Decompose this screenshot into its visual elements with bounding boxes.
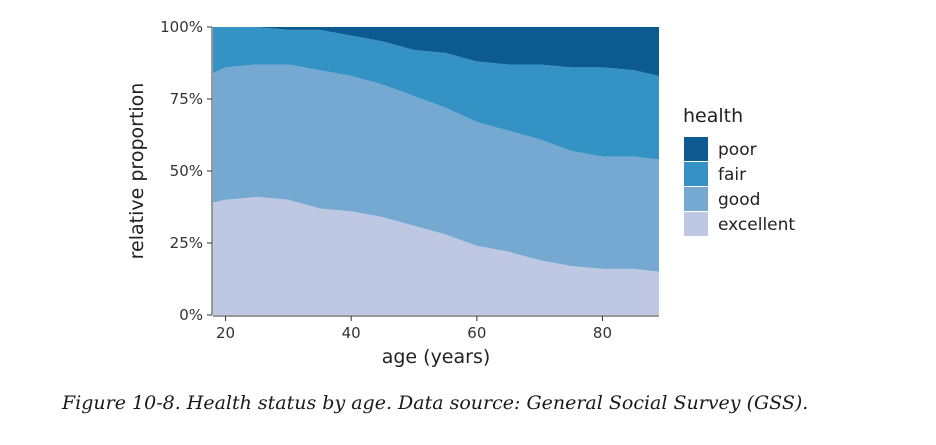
legend-label-fair: fair [718,165,746,185]
legend-label-excellent: excellent [718,215,795,235]
x-tick-label: 60 [467,324,486,342]
legend-swatch-fair [684,162,708,186]
y-tick-label: 50% [170,162,203,180]
legend-title: health [683,105,743,127]
legend-label-good: good [718,190,760,210]
y-tick-label: 75% [170,90,203,108]
y-tick-label: 25% [170,234,203,252]
legend-swatch-poor [684,137,708,161]
axes: 0% 25% 50% 75% 100% 20 40 60 80 [160,18,659,342]
x-tick-label: 20 [216,324,235,342]
y-tick-label: 0% [179,306,203,324]
figure-caption: Figure 10-8. Health status by age. Data … [62,392,809,414]
legend-swatch-excellent [684,212,708,236]
x-tick-label: 80 [593,324,612,342]
legend-label-poor: poor [718,140,757,160]
x-tick-label: 40 [342,324,361,342]
area-layer [213,27,659,315]
area-excellent [213,196,659,315]
stacked-area-chart: 0% 25% 50% 75% 100% 20 40 60 80 age (years) rela… [126,18,795,368]
area-fair [213,27,659,160]
legend-swatch-good [684,187,708,211]
legend: health poor fair good excellent [683,105,795,236]
y-tick-label: 100% [160,18,203,36]
area-poor [213,27,659,76]
x-axis-title: age (years) [382,346,491,368]
y-axis-title: relative proportion [126,83,148,260]
area-good [213,64,659,272]
